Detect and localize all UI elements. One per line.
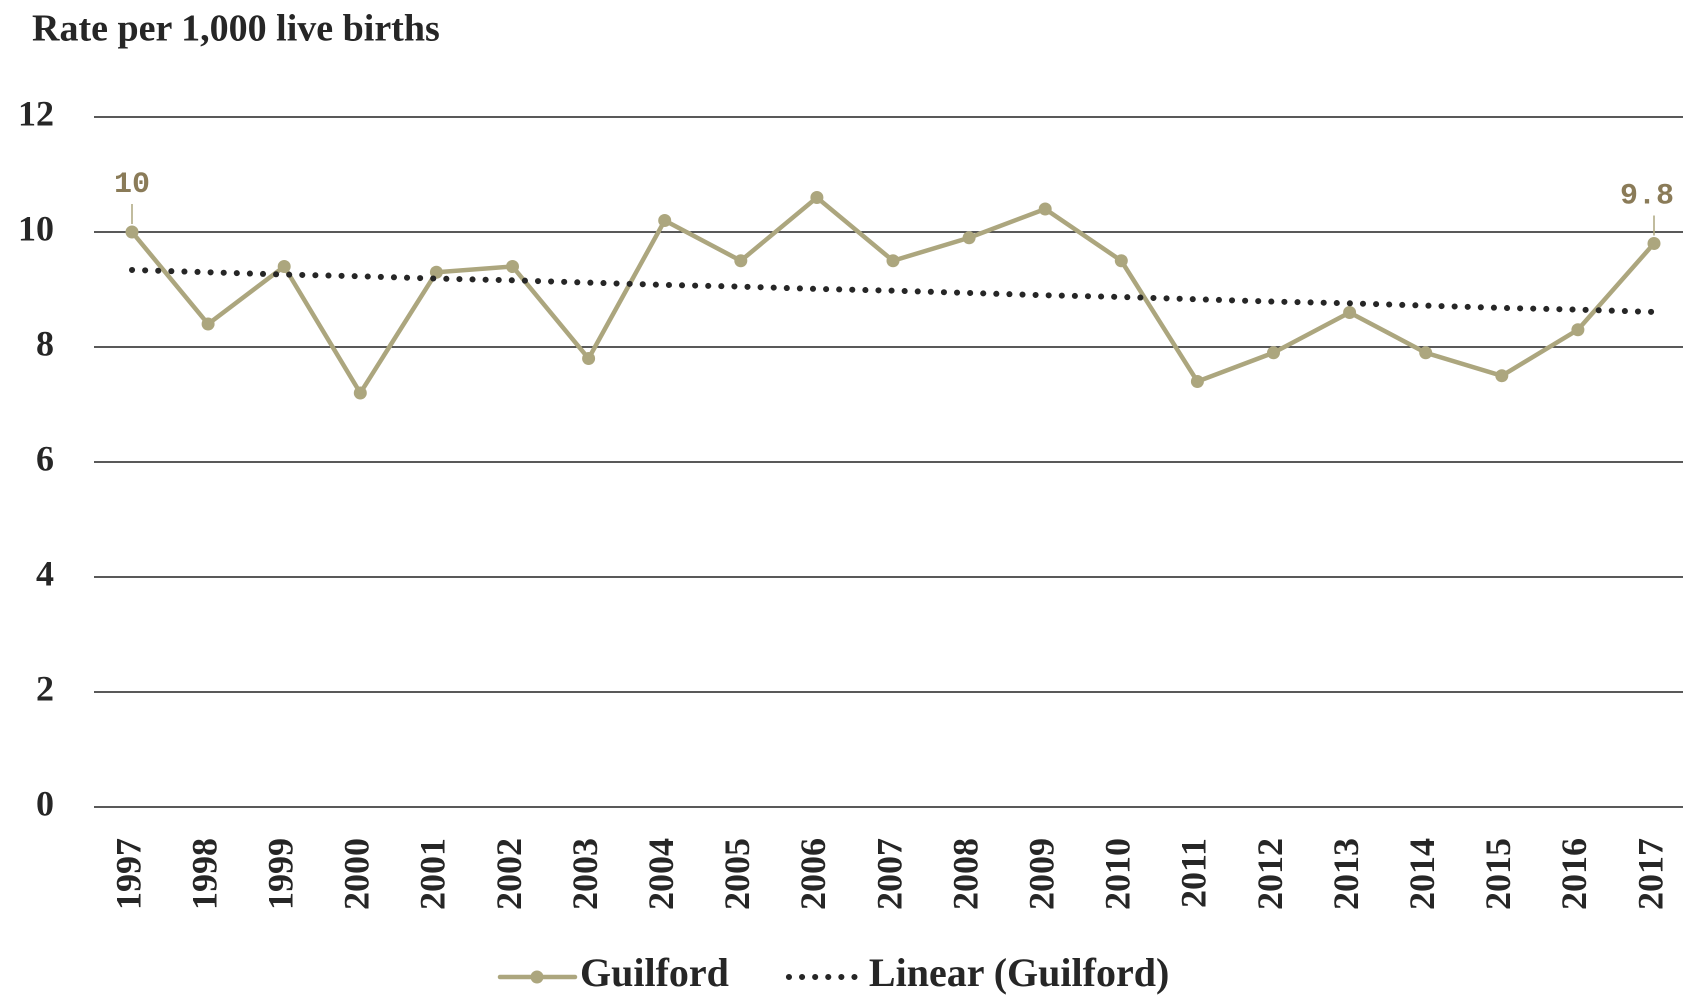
y-tick-label: 6 [36,438,54,478]
x-tick-label: 2009 [1021,838,1061,910]
point [1495,369,1509,383]
x-tick-label: 2004 [641,838,681,910]
legend-marker [530,970,544,984]
legend-label: Guilford [580,950,729,995]
data-label: 10 [114,168,150,202]
point [1571,323,1585,337]
x-tick-label: 2016 [1554,838,1594,910]
point [658,214,672,227]
trend-line [129,266,1657,315]
x-tick-label: 2005 [717,838,757,910]
point [582,352,596,365]
x-tick-label: 2012 [1250,838,1290,910]
point [1419,346,1433,360]
x-tick-label: 2000 [337,838,377,910]
point [353,386,367,400]
x-tick-label: 2001 [413,838,453,910]
point [506,260,519,273]
point [1038,202,1052,216]
x-tick-label: 2017 [1630,838,1670,910]
series-line [129,194,1657,398]
data-label: 9.8 [1620,179,1674,213]
point [1114,254,1128,268]
point [277,260,291,273]
point [201,317,215,331]
x-tick-label: 2013 [1326,838,1366,910]
y-tick-label: 12 [18,93,54,133]
x-tick-label: 1998 [184,838,224,910]
x-tick-label: 2011 [1174,838,1214,908]
y-tick-label: 2 [36,668,54,708]
point [125,225,139,239]
chart-title: Rate per 1,000 live births [32,8,440,50]
x-tick-label: 2007 [869,838,909,910]
y-tick-label: 0 [36,783,54,823]
legend-label: Linear (Guilford) [869,950,1169,995]
x-tick-label: 1999 [260,838,300,910]
point [1190,375,1204,388]
x-tick-label: 2006 [793,838,833,910]
point [810,191,824,204]
y-tick-label: 8 [36,323,54,363]
x-tick-label: 2010 [1098,838,1138,910]
point [734,254,748,268]
x-tick-label: 2008 [945,838,985,910]
point [1647,237,1661,250]
y-tick-label: 10 [18,208,54,248]
x-tick-label: 2014 [1402,838,1442,910]
x-tick-label: 2003 [565,838,605,910]
point [886,254,900,268]
x-tick-label: 2015 [1478,838,1518,910]
x-tick-label: 1997 [108,838,148,910]
point [1343,306,1357,319]
y-tick-label: 4 [36,553,54,593]
point [1267,346,1280,360]
point [962,231,976,245]
x-tick-label: 2002 [489,838,529,910]
